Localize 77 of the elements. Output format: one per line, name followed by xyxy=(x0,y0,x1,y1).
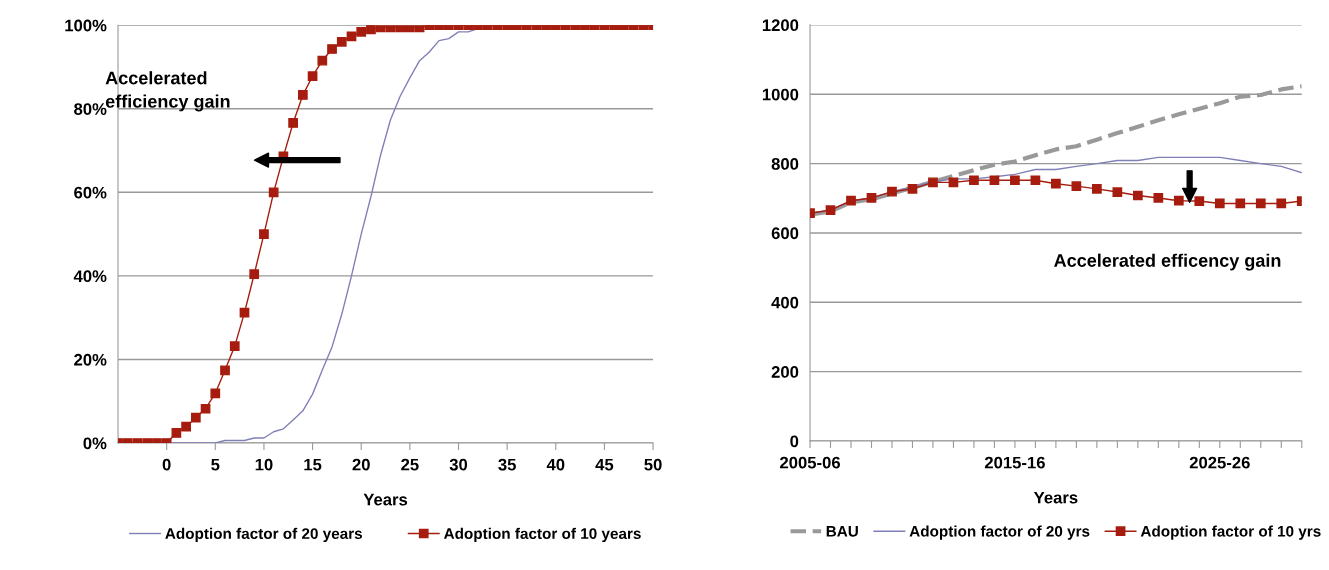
point xyxy=(866,193,877,203)
point xyxy=(948,177,959,188)
point xyxy=(375,25,386,33)
y-tick-label: 80% xyxy=(74,103,107,115)
point xyxy=(1235,198,1246,209)
point xyxy=(846,195,856,206)
legend-label: Adoption factor of 20 yrs xyxy=(909,525,1090,540)
point xyxy=(200,403,211,414)
x-tick-label: 2005-06 xyxy=(780,456,841,469)
x-tick-label: 10 xyxy=(255,458,273,471)
x-tick-label: 40 xyxy=(546,458,565,471)
y-tick-label: 800 xyxy=(771,158,799,170)
y-tick-label: 400 xyxy=(771,296,799,309)
y-tick-label: 0 xyxy=(790,435,799,448)
legend-label: BAU xyxy=(826,526,858,537)
point xyxy=(307,71,318,82)
point xyxy=(928,177,938,188)
x-tick-label: 5 xyxy=(211,458,220,471)
point xyxy=(366,25,376,35)
point xyxy=(1153,193,1164,203)
x-axis-title: Years xyxy=(1033,491,1078,504)
point xyxy=(1051,178,1061,189)
point xyxy=(1276,198,1287,209)
point xyxy=(190,412,201,423)
x-tick-label: 30 xyxy=(449,458,468,471)
point xyxy=(887,186,897,197)
legend-label: Adoption factor of 10 years xyxy=(443,527,641,543)
point xyxy=(171,428,182,438)
annotation: Accelerated efficency gain xyxy=(1054,253,1281,271)
point xyxy=(297,90,308,100)
point xyxy=(1112,187,1123,197)
point xyxy=(1010,175,1020,186)
x-tick-label: 2025-26 xyxy=(1189,456,1250,469)
point xyxy=(1132,190,1143,201)
legend-label: Adoption factor of 20 years xyxy=(165,527,363,543)
y-tick-label: 200 xyxy=(771,366,799,378)
point xyxy=(405,25,415,33)
point xyxy=(395,25,405,33)
point xyxy=(288,118,298,128)
x-tick-label: 20 xyxy=(352,458,370,471)
y-tick-label: 600 xyxy=(771,227,799,240)
point xyxy=(969,175,979,186)
y-tick-label: 100% xyxy=(65,19,107,32)
y-tick-label: 40% xyxy=(73,270,107,283)
point xyxy=(989,175,1000,186)
point xyxy=(1173,195,1184,206)
point xyxy=(1255,198,1266,209)
point xyxy=(907,184,918,194)
y-tick-label: 1000 xyxy=(762,88,799,101)
y-tick-label: 60% xyxy=(74,186,107,199)
x-tick-label: 15 xyxy=(304,458,322,471)
legend-label: Adoption factor of 10 yrs xyxy=(1140,525,1321,540)
x-tick-label: 0 xyxy=(162,458,171,471)
point xyxy=(1071,181,1082,192)
x-tick-label: 25 xyxy=(401,458,419,471)
x-tick-label: 2015-16 xyxy=(984,456,1045,469)
point xyxy=(1194,196,1205,206)
x-tick-label: 45 xyxy=(595,458,614,471)
x-tick-label: 35 xyxy=(498,458,516,471)
point xyxy=(229,341,240,351)
point xyxy=(210,388,221,399)
x-axis-title: Years xyxy=(363,493,408,506)
point xyxy=(220,365,230,376)
y-tick-label: 0% xyxy=(83,437,107,450)
point xyxy=(239,307,250,318)
y-tick-label: 20% xyxy=(74,353,107,366)
annotation: Accelerated efficiency gain xyxy=(105,71,230,112)
point xyxy=(1214,198,1225,209)
point xyxy=(249,269,260,280)
point xyxy=(259,229,269,239)
point xyxy=(268,187,279,198)
point xyxy=(825,205,836,215)
x-tick-label: 50 xyxy=(644,458,662,471)
point xyxy=(181,421,191,432)
point xyxy=(1092,184,1102,194)
y-tick-label: 1200 xyxy=(762,19,799,32)
point xyxy=(1030,175,1041,186)
